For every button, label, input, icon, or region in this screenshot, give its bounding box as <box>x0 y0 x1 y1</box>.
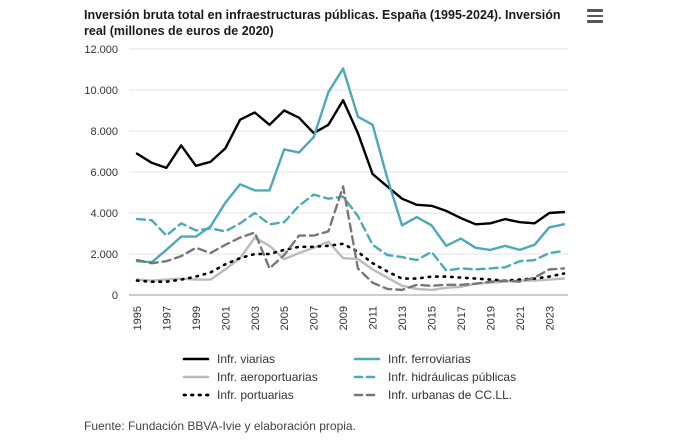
x-tick-label: 2005 <box>279 306 291 330</box>
y-tick-label: 12.000 <box>84 44 118 56</box>
hamburger-menu-icon[interactable] <box>587 9 603 23</box>
x-tick-label: 2009 <box>338 306 350 330</box>
legend: Infr. viarias Infr. ferroviarias Infr. aer… <box>182 352 516 402</box>
y-tick-label: 8.000 <box>90 126 118 138</box>
legend-label: Infr. hidráulicas públicas <box>388 370 516 384</box>
x-tick-label: 1997 <box>161 306 173 330</box>
y-tick-label: 2.000 <box>90 249 118 261</box>
legend-label: Infr. aeroportuarias <box>217 370 318 384</box>
y-tick-label: 6.000 <box>90 167 118 179</box>
y-tick-label: 10.000 <box>84 85 118 97</box>
legend-label: Infr. viarias <box>217 352 275 366</box>
x-tick-label: 2023 <box>544 306 556 330</box>
y-tick-label: 0 <box>112 290 118 302</box>
x-tick-label: 2013 <box>397 306 409 330</box>
legend-label: Infr. ferroviarias <box>388 352 471 366</box>
legend-label: Infr. urbanas de CC.LL. <box>388 388 512 402</box>
x-tick-label: 2019 <box>485 306 497 330</box>
y-axis: 0 2.000 4.000 6.000 8.000 10.000 12.000 <box>84 44 118 302</box>
y-tick-label: 4.000 <box>90 208 118 220</box>
series-line <box>135 99 566 226</box>
x-tick-label: 1999 <box>191 306 203 330</box>
legend-label: Infr. portuarias <box>217 388 294 402</box>
x-tick-label: 2001 <box>220 306 232 330</box>
series-line <box>135 185 566 292</box>
x-tick-label: 2015 <box>426 306 438 330</box>
x-tick-label: 2017 <box>456 306 468 330</box>
x-tick-label: 2007 <box>309 306 321 330</box>
series-lines <box>135 67 566 292</box>
series-line <box>135 193 566 272</box>
x-tick-label: 1995 <box>132 306 144 330</box>
source-note: Fuente: Fundación BBVA-Ivie y elaboració… <box>84 419 356 433</box>
x-tick-label: 2021 <box>515 306 527 330</box>
x-tick-label: 2003 <box>250 306 262 330</box>
x-axis: 1995 1997 1999 2001 2003 2005 2007 2009 2011 2013… <box>132 306 556 330</box>
chart-title: Inversión bruta total en infraestructura… <box>84 8 561 38</box>
x-tick-label: 2011 <box>368 306 380 330</box>
